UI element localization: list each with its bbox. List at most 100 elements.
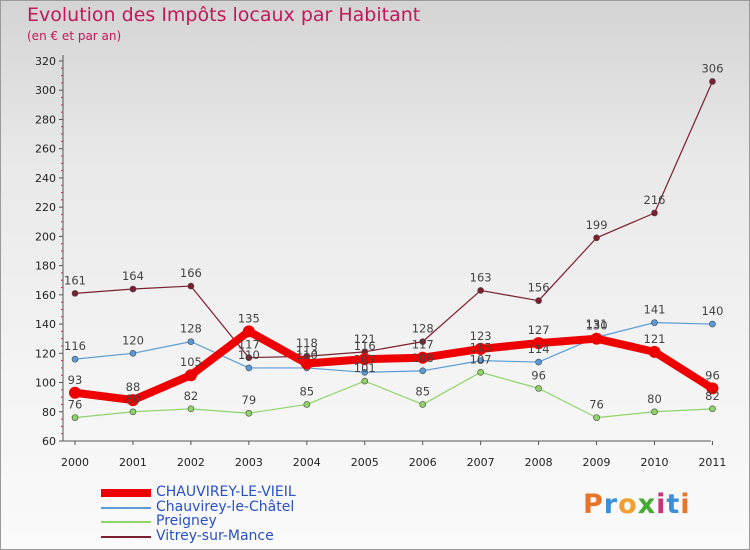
data-point <box>361 369 369 376</box>
series-line <box>71 327 717 405</box>
data-point <box>129 350 137 357</box>
legend-label: CHAUVIREY-LE-VIEIL <box>156 484 296 500</box>
data-point <box>187 282 195 290</box>
data-point <box>126 394 139 407</box>
data-point <box>419 401 427 408</box>
x-tick-label: 2006 <box>409 456 437 469</box>
data-label: 123 <box>470 329 492 343</box>
data-point <box>416 351 429 364</box>
data-label: 115 <box>470 341 492 355</box>
data-label: 101 <box>354 361 376 375</box>
logo-letter: P <box>583 489 604 520</box>
data-point <box>532 337 545 350</box>
data-point <box>593 414 600 421</box>
data-label: 164 <box>122 269 144 283</box>
data-label: 80 <box>647 392 662 406</box>
logo-letter: o <box>618 489 638 520</box>
data-label: 141 <box>644 303 666 317</box>
data-label: 76 <box>589 398 604 412</box>
chart-subtitle: (en € et par an) <box>27 29 122 43</box>
data-point <box>709 405 716 413</box>
data-label: 166 <box>180 266 202 280</box>
data-label: 114 <box>528 342 550 356</box>
data-label: 79 <box>242 393 257 407</box>
data-point <box>419 338 427 345</box>
data-label: 110 <box>238 348 260 362</box>
data-point <box>184 369 197 382</box>
y-tick-label: 80 <box>42 406 56 419</box>
y-tick-label: 280 <box>35 113 56 126</box>
data-point <box>651 209 658 217</box>
data-label: 120 <box>122 333 144 347</box>
data-label: 131 <box>586 317 608 331</box>
y-tick-label: 240 <box>35 172 56 185</box>
data-point <box>245 354 253 361</box>
x-tick-label: 2008 <box>525 456 553 469</box>
data-label: 96 <box>531 368 546 382</box>
series-chauvirey-le-vieil <box>69 325 719 407</box>
data-point <box>535 385 542 392</box>
data-point <box>71 355 79 363</box>
data-label: 199 <box>586 218 608 232</box>
legend-label: Preigney <box>156 513 217 529</box>
data-label: 85 <box>299 384 314 398</box>
data-label: 118 <box>296 336 318 350</box>
data-point <box>477 357 484 364</box>
data-label: 163 <box>470 270 492 284</box>
series-vitrey-sur-mance <box>71 78 716 361</box>
logo-letter: i <box>680 489 691 520</box>
data-point <box>477 287 484 294</box>
data-label: 128 <box>180 322 202 336</box>
axes: 60 80 100 120 140 160 180 200 220 240 260 280 300 320… <box>35 55 726 469</box>
y-tick-label: 180 <box>35 260 56 273</box>
data-label: 113 <box>296 344 318 358</box>
y-tick-label: 320 <box>35 55 56 68</box>
series-layer <box>69 78 719 421</box>
data-label: 156 <box>528 281 550 295</box>
data-label: 127 <box>528 323 550 337</box>
x-tick-label: 2007 <box>467 456 495 469</box>
data-point <box>69 386 81 399</box>
data-point <box>706 382 719 395</box>
y-tick-label: 220 <box>35 201 56 214</box>
data-point <box>300 357 313 370</box>
x-tick-label: 2004 <box>293 456 321 469</box>
data-label: 121 <box>354 332 376 346</box>
data-point <box>419 367 427 375</box>
data-point <box>651 319 658 326</box>
series-preigney <box>71 369 716 421</box>
x-tick-label: 2011 <box>698 456 726 469</box>
series-line <box>74 322 714 373</box>
y-tick-label: 60 <box>42 435 56 448</box>
data-point <box>245 409 253 417</box>
data-label: 306 <box>701 61 723 75</box>
data-point <box>709 320 716 328</box>
data-label: 88 <box>126 380 141 394</box>
x-tick-label: 2001 <box>119 456 147 469</box>
data-point <box>590 332 603 345</box>
data-point <box>71 290 79 297</box>
data-point <box>477 369 484 376</box>
data-point <box>651 408 658 416</box>
y-tick-label: 200 <box>35 230 56 243</box>
data-point <box>648 345 661 358</box>
data-point <box>535 297 542 304</box>
data-label: 96 <box>705 368 720 382</box>
x-tick-label: 2009 <box>583 456 611 469</box>
data-point <box>361 377 369 385</box>
data-label: 117 <box>412 338 434 352</box>
data-point <box>187 338 195 345</box>
y-tick-label: 300 <box>35 84 56 97</box>
x-tick-label: 2000 <box>61 456 89 469</box>
x-tick-label: 2003 <box>235 456 263 469</box>
data-label: 107 <box>354 352 376 366</box>
data-point <box>187 405 195 413</box>
legend-label: Vitrey-sur-Mance <box>156 527 274 544</box>
line-chart: 60 80 100 120 140 160 180 200 220 240 260 280 300 320… <box>35 55 726 469</box>
data-label: 76 <box>68 398 83 412</box>
legend-swatch <box>101 489 151 497</box>
legend-swatch <box>101 521 151 523</box>
series-line <box>74 80 714 359</box>
data-label: 82 <box>184 389 199 403</box>
